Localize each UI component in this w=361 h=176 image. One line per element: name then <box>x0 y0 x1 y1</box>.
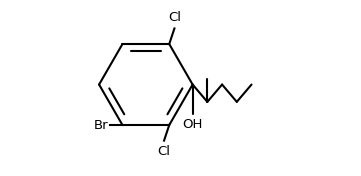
Text: OH: OH <box>182 118 203 131</box>
Text: Br: Br <box>94 119 109 131</box>
Text: Cl: Cl <box>157 145 170 158</box>
Text: Cl: Cl <box>168 11 181 24</box>
